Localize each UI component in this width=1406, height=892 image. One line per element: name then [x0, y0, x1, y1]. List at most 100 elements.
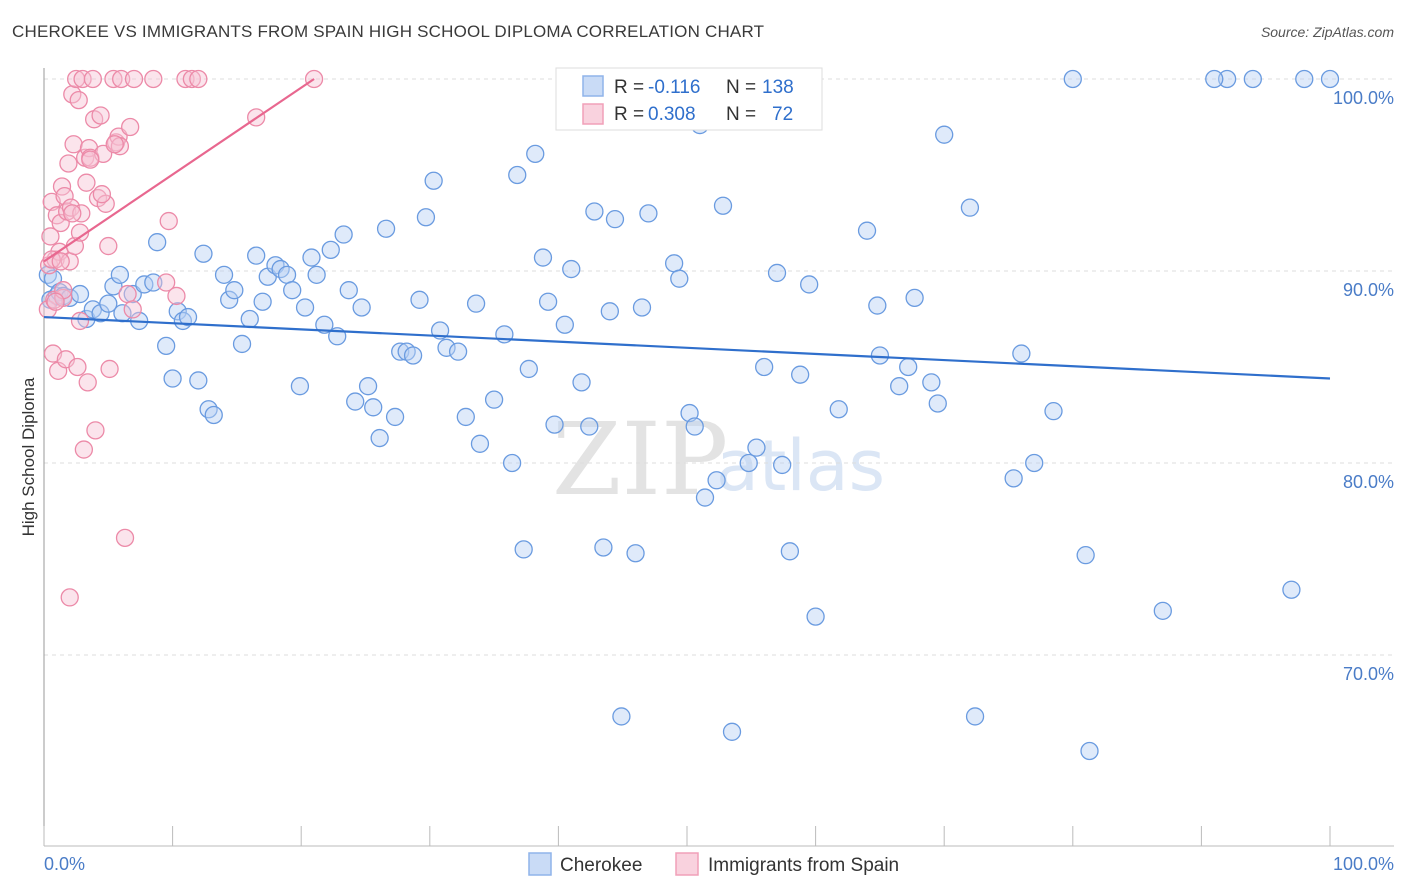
legend-swatch-spain	[582, 103, 604, 125]
cherokee-point-93	[670, 269, 689, 288]
spain-point-27	[73, 69, 92, 89]
spain-point-49	[118, 284, 137, 304]
spain-point-63	[46, 292, 65, 311]
legend-r-value-spain: 0.308	[648, 104, 696, 125]
bottom-legend-swatch-spain	[675, 852, 699, 876]
cherokee-point-117	[922, 373, 941, 392]
spain-point-36	[86, 421, 105, 440]
cherokee-point-60	[410, 290, 429, 309]
cherokee-point-31	[225, 281, 244, 300]
spain-point-50	[121, 117, 140, 137]
y-tick-label-3: 70.0%	[1343, 664, 1394, 684]
spain-point-66	[51, 252, 70, 271]
cherokee-point-131	[1243, 69, 1262, 89]
cherokee-point-98	[707, 471, 726, 490]
spain-point-48	[115, 528, 135, 548]
cherokee-point-126	[1063, 69, 1082, 89]
cherokee-point-99	[713, 196, 733, 215]
spain-point-69	[105, 135, 124, 154]
cherokee-point-49	[339, 281, 358, 300]
cherokee-point-40	[283, 281, 302, 300]
cherokee-point-33	[240, 309, 259, 329]
legend-swatch-cherokee	[582, 75, 604, 97]
cherokee-point-44	[307, 265, 326, 284]
cherokee-point-77	[538, 292, 558, 311]
cherokee-point-127	[1076, 546, 1095, 565]
cherokee-point-80	[562, 259, 581, 279]
spain-point-38	[91, 106, 110, 125]
cherokee-point-28	[204, 405, 223, 425]
cherokee-point-76	[533, 248, 553, 267]
cherokee-point-72	[508, 165, 527, 185]
cherokee-point-62	[424, 171, 443, 190]
cherokee-point-13	[110, 265, 130, 284]
cherokee-point-34	[247, 246, 266, 265]
grid-lines	[44, 78, 1394, 656]
cherokee-point-51	[352, 298, 371, 317]
cherokee-point-26	[194, 244, 213, 263]
cherokee-point-104	[767, 263, 787, 283]
cherokee-point-81	[572, 373, 591, 392]
cherokee-point-90	[639, 204, 658, 223]
y-axis-label: High School Diploma	[19, 377, 38, 536]
cherokee-point-27	[199, 400, 218, 419]
cherokee-point-35	[253, 292, 272, 311]
cherokee-point-61	[416, 208, 436, 227]
bottom-legend-label-spain: Immigrants from Spain	[708, 855, 899, 876]
cherokee-point-135	[1205, 69, 1224, 89]
cherokee-point-106	[780, 542, 800, 561]
cherokee-point-73	[514, 540, 533, 559]
cherokee-point-102	[747, 438, 766, 457]
cherokee-point-84	[594, 538, 613, 557]
cherokee-point-103	[755, 357, 774, 377]
series-cherokee-points	[38, 69, 1340, 761]
legend-n-label-0: N =	[726, 77, 756, 98]
y-tick-label-2: 80.0%	[1343, 472, 1394, 492]
cherokee-point-22	[168, 302, 187, 321]
spain-point-2	[41, 227, 60, 246]
cherokee-point-120	[960, 198, 980, 217]
cherokee-point-55	[376, 219, 396, 238]
cherokee-point-112	[868, 296, 887, 315]
cherokee-point-32	[232, 334, 252, 354]
series-spain-points	[38, 69, 324, 607]
watermark-zip: ZIP	[552, 401, 728, 518]
cherokee-point-12	[104, 277, 123, 296]
cherokee-point-134	[1320, 69, 1340, 89]
cherokee-point-74	[519, 359, 538, 379]
cherokee-point-67	[466, 294, 486, 313]
spain-point-24	[69, 90, 88, 110]
cherokee-point-115	[899, 357, 918, 377]
cherokee-point-17	[135, 275, 154, 294]
legend-n-value-cherokee: 138	[762, 77, 794, 98]
cherokee-point-66	[456, 407, 475, 427]
cherokee-point-82	[580, 417, 599, 436]
legend-r-value-cherokee: -0.116	[648, 77, 700, 98]
cherokee-point-43	[302, 248, 321, 267]
cherokee-point-111	[857, 221, 877, 240]
cherokee-point-109	[806, 607, 825, 626]
spain-point-64	[63, 204, 82, 223]
cherokee-point-130	[1217, 69, 1237, 89]
spain-point-52	[144, 69, 163, 89]
cherokee-point-108	[800, 275, 819, 294]
cherokee-point-89	[632, 298, 652, 317]
cherokee-point-7	[70, 284, 90, 304]
cherokee-point-100	[722, 722, 742, 741]
legend: R = -0.116 N = 138 R = 0.308 N = 72	[555, 67, 823, 131]
cherokee-point-113	[870, 346, 890, 365]
spain-point-18	[61, 198, 81, 217]
cherokee-point-53	[364, 398, 383, 417]
cherokee-point-92	[664, 254, 684, 273]
cherokee-point-119	[935, 125, 954, 144]
bottom-legend-swatch-cherokee	[528, 852, 552, 876]
cherokee-point-10	[91, 304, 110, 323]
spain-point-53	[157, 273, 176, 292]
cherokee-point-75	[526, 144, 545, 164]
cherokee-point-59	[403, 346, 423, 365]
cherokee-point-86	[605, 210, 625, 229]
cherokee-point-107	[791, 365, 810, 384]
y-tick-label-0: 100.0%	[1333, 88, 1394, 108]
spain-point-34	[83, 69, 103, 89]
cherokee-point-45	[315, 315, 334, 334]
